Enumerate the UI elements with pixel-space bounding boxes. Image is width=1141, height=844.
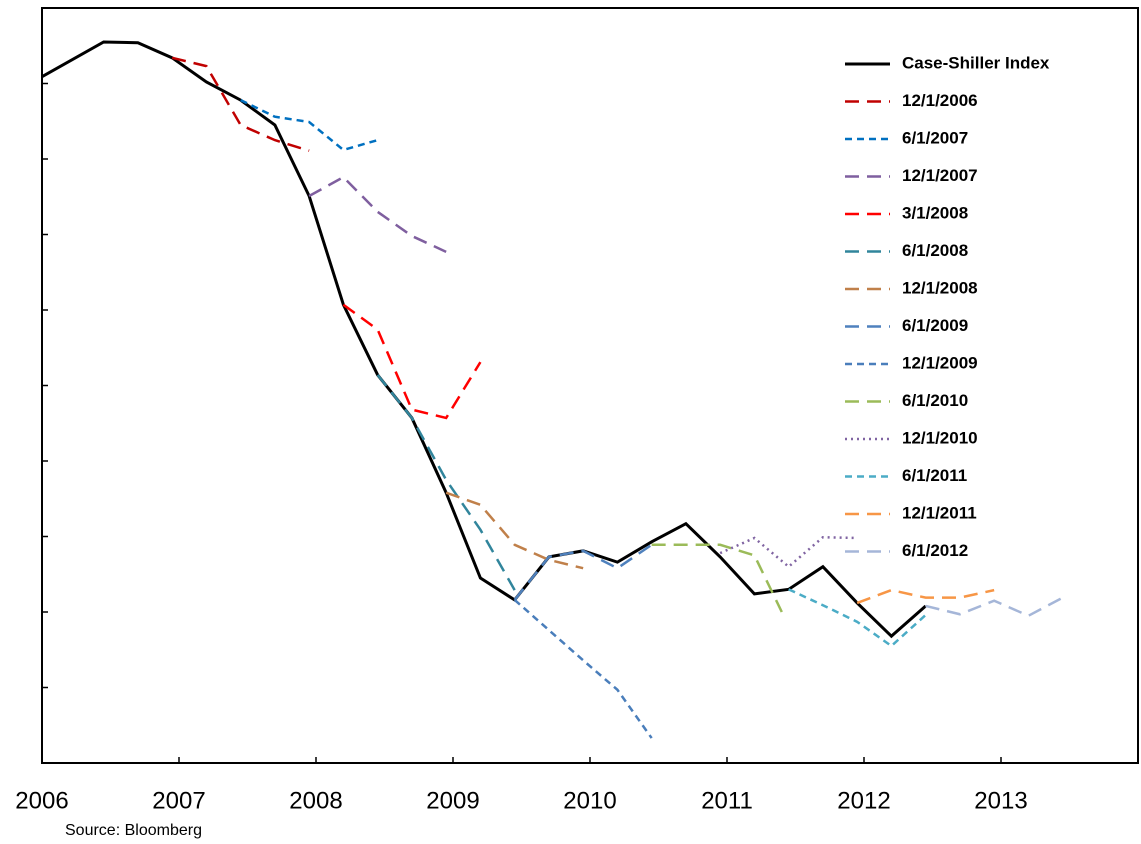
- x-tick-label: 2007: [152, 787, 205, 814]
- series-line: [342, 303, 482, 420]
- legend-label: 6/1/2011: [902, 466, 967, 485]
- series-line: [445, 491, 584, 570]
- legend-label: 12/1/2010: [902, 428, 978, 447]
- legend-label: Case-Shiller Index: [902, 53, 1050, 72]
- series-line: [240, 98, 378, 152]
- source-note: Source: Bloomberg: [65, 822, 202, 839]
- plot-frame: [41, 7, 1139, 764]
- legend-label: 12/1/2009: [902, 353, 978, 372]
- series-line: [513, 543, 653, 601]
- series-line: [41, 40, 927, 639]
- x-tick-label: 2011: [701, 787, 753, 814]
- series-line: [651, 543, 783, 613]
- legend-label: 3/1/2008: [902, 203, 968, 222]
- legend-label: 12/1/2011: [902, 503, 977, 522]
- x-tick-label: 2013: [974, 787, 1027, 814]
- legend-label: 6/1/2007: [902, 128, 968, 147]
- legend-label: 12/1/2008: [902, 278, 978, 297]
- legend-label: 6/1/2008: [902, 241, 968, 260]
- series-line: [788, 588, 927, 648]
- series-line: [376, 374, 516, 591]
- series-line: [856, 588, 995, 605]
- series-line: [925, 596, 1064, 618]
- x-tick-label: 2009: [426, 787, 479, 814]
- x-tick-label: 2010: [563, 787, 616, 814]
- series-line: [719, 535, 858, 569]
- legend-label: 12/1/2006: [902, 91, 978, 110]
- x-tick-label: 2012: [837, 787, 890, 814]
- legend-label: 6/1/2012: [902, 541, 968, 560]
- series-line: [171, 56, 310, 152]
- series-line: [308, 175, 447, 253]
- legend-label: 6/1/2009: [902, 316, 968, 335]
- series-line: [513, 598, 653, 739]
- legend-label: 12/1/2007: [902, 166, 978, 185]
- legend-label: 6/1/2010: [902, 391, 968, 410]
- x-tick-label: 2008: [289, 787, 342, 814]
- x-tick-label: 2006: [15, 787, 68, 814]
